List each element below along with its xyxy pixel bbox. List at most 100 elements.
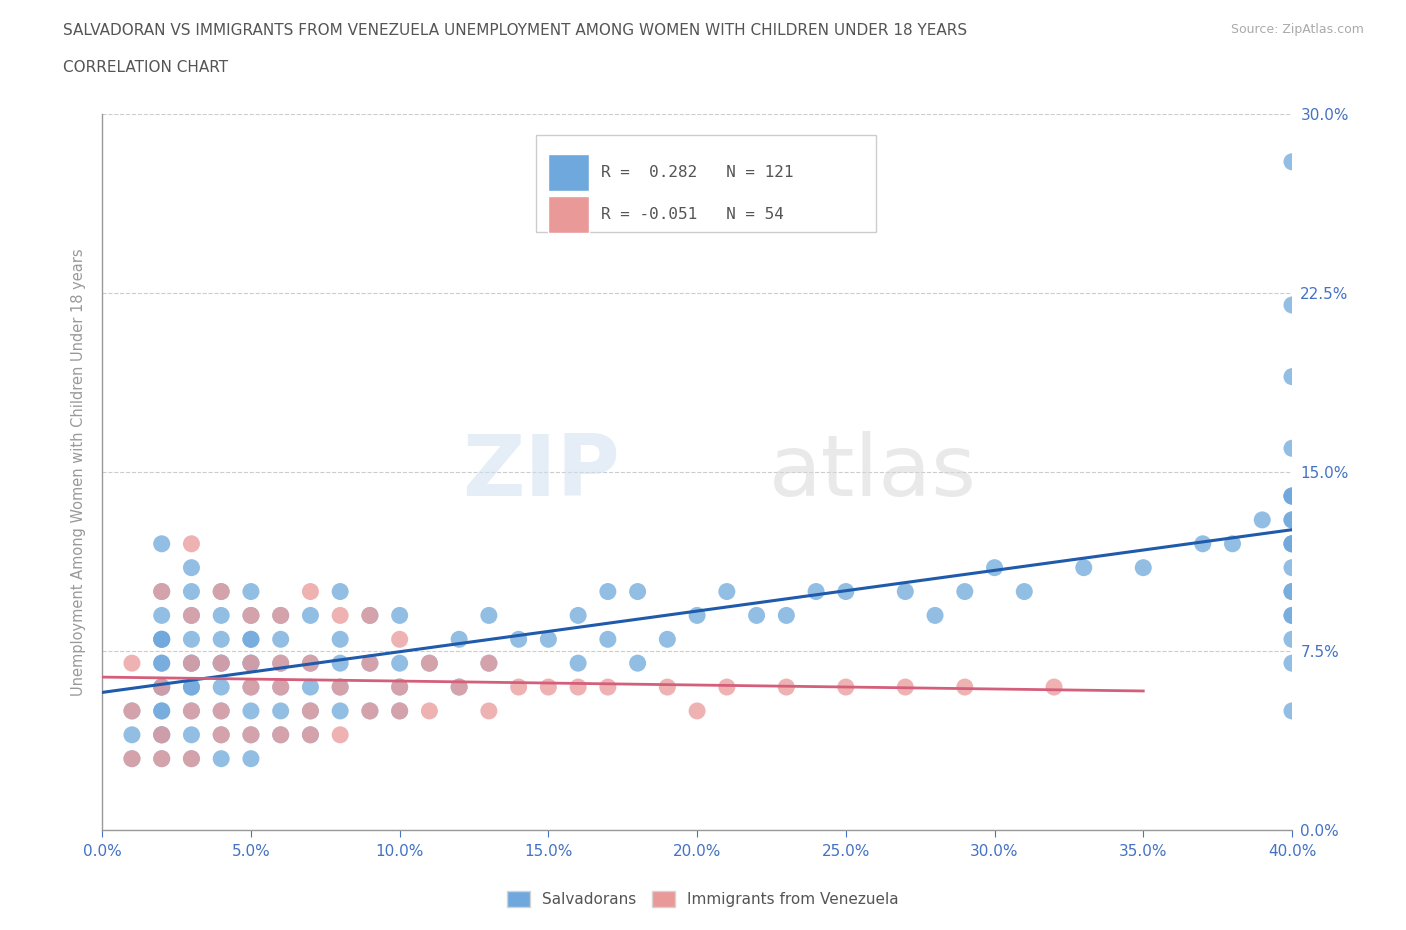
Point: [150, 751, 173, 766]
Point: [180, 727, 202, 742]
Point: [121, 703, 143, 718]
Point: [1281, 488, 1303, 503]
FancyBboxPatch shape: [548, 153, 589, 191]
Point: [239, 656, 262, 671]
Point: [1281, 584, 1303, 599]
Point: [270, 656, 292, 671]
Point: [775, 680, 797, 695]
Point: [953, 680, 976, 695]
Text: R =  0.282   N = 121: R = 0.282 N = 121: [600, 165, 793, 179]
Point: [150, 703, 173, 718]
Point: [894, 680, 917, 695]
Point: [388, 703, 411, 718]
Point: [359, 608, 381, 623]
Point: [209, 727, 232, 742]
Point: [150, 703, 173, 718]
Point: [329, 631, 352, 646]
Point: [121, 751, 143, 766]
Point: [121, 703, 143, 718]
Text: SALVADORAN VS IMMIGRANTS FROM VENEZUELA UNEMPLOYMENT AMONG WOMEN WITH CHILDREN U: SALVADORAN VS IMMIGRANTS FROM VENEZUELA …: [63, 23, 967, 38]
Point: [299, 656, 322, 671]
Point: [270, 608, 292, 623]
Point: [1281, 369, 1303, 384]
FancyBboxPatch shape: [537, 136, 876, 232]
Point: [596, 584, 619, 599]
Text: ZIP: ZIP: [463, 431, 620, 513]
Point: [1251, 512, 1274, 527]
Point: [180, 703, 202, 718]
Point: [270, 703, 292, 718]
Point: [449, 680, 471, 695]
Point: [1281, 584, 1303, 599]
Point: [150, 680, 173, 695]
Point: [924, 608, 946, 623]
Point: [180, 656, 202, 671]
Point: [180, 537, 202, 551]
Point: [180, 560, 202, 575]
Point: [359, 703, 381, 718]
Point: [478, 608, 501, 623]
Point: [209, 584, 232, 599]
Point: [150, 537, 173, 551]
Point: [239, 727, 262, 742]
Point: [1281, 154, 1303, 169]
Point: [239, 631, 262, 646]
Point: [1073, 560, 1095, 575]
Legend: Salvadorans, Immigrants from Venezuela: Salvadorans, Immigrants from Venezuela: [501, 884, 905, 913]
Point: [299, 680, 322, 695]
Point: [239, 584, 262, 599]
Point: [270, 727, 292, 742]
Point: [329, 656, 352, 671]
Point: [239, 727, 262, 742]
Point: [537, 680, 560, 695]
Point: [180, 656, 202, 671]
Point: [180, 680, 202, 695]
Point: [359, 703, 381, 718]
Point: [209, 656, 232, 671]
Point: [567, 680, 589, 695]
Point: [1014, 584, 1036, 599]
Point: [209, 584, 232, 599]
Point: [329, 703, 352, 718]
Point: [239, 680, 262, 695]
Point: [180, 584, 202, 599]
Point: [239, 680, 262, 695]
Point: [150, 631, 173, 646]
Point: [329, 608, 352, 623]
Point: [150, 631, 173, 646]
Point: [299, 727, 322, 742]
Point: [686, 608, 709, 623]
Point: [239, 656, 262, 671]
Point: [209, 703, 232, 718]
Point: [418, 703, 440, 718]
Point: [180, 751, 202, 766]
Point: [1281, 608, 1303, 623]
Point: [953, 584, 976, 599]
Point: [388, 608, 411, 623]
Point: [508, 680, 530, 695]
Point: [537, 631, 560, 646]
Point: [478, 656, 501, 671]
Point: [449, 631, 471, 646]
Point: [209, 703, 232, 718]
Point: [775, 608, 797, 623]
Point: [716, 584, 738, 599]
Point: [626, 656, 648, 671]
Point: [329, 680, 352, 695]
Text: atlas: atlas: [769, 431, 977, 513]
Point: [270, 680, 292, 695]
Text: Source: ZipAtlas.com: Source: ZipAtlas.com: [1230, 23, 1364, 36]
Point: [1222, 537, 1244, 551]
Point: [239, 631, 262, 646]
Point: [388, 703, 411, 718]
Point: [478, 656, 501, 671]
Point: [150, 584, 173, 599]
Point: [1281, 537, 1303, 551]
Point: [567, 608, 589, 623]
Point: [150, 727, 173, 742]
Point: [150, 727, 173, 742]
Point: [209, 608, 232, 623]
Point: [180, 631, 202, 646]
Point: [1281, 488, 1303, 503]
Point: [1281, 441, 1303, 456]
